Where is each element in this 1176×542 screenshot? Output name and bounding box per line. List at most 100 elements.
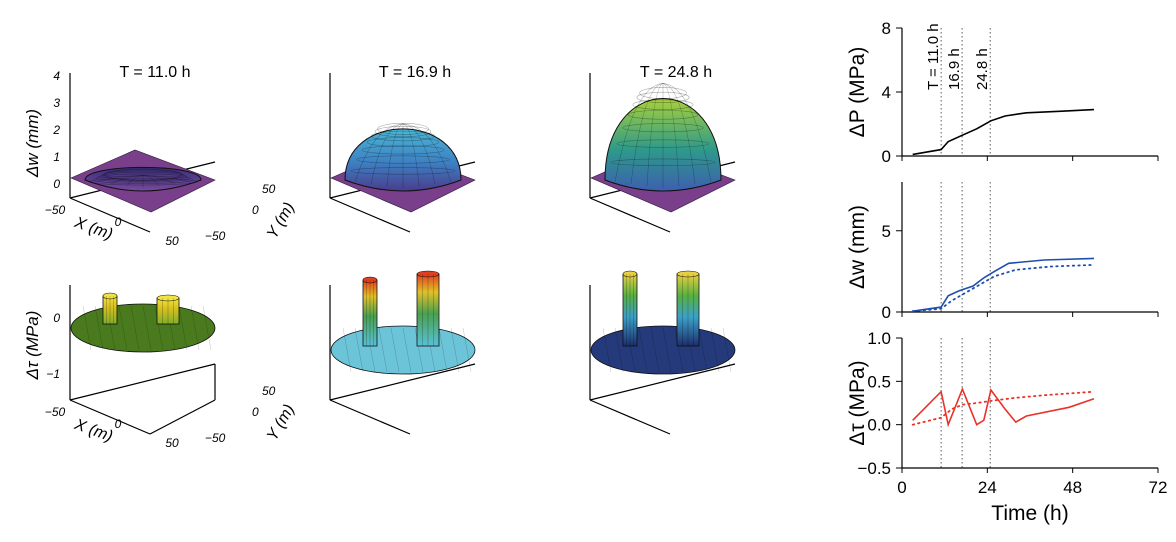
svg-text:0: 0 <box>53 311 60 325</box>
mesh-ring <box>627 109 699 120</box>
mesh-ring <box>632 99 694 110</box>
y-tick-label: 0.5 <box>867 372 891 391</box>
stress-discs <box>70 270 736 375</box>
dome-surface <box>604 98 722 192</box>
dome-surfaces <box>70 83 736 213</box>
title-t169: T = 16.9 h <box>379 64 451 81</box>
stress-column <box>622 270 638 347</box>
svg-text:1: 1 <box>53 150 60 164</box>
mesh-ring <box>636 91 690 103</box>
series-solid <box>912 386 1095 428</box>
x-ticks-row2: −50 0 50 <box>45 405 179 450</box>
svg-text:−1: −1 <box>46 367 60 381</box>
y-ticks-row2: 50 0 −50 <box>205 384 276 445</box>
dtau-box-3 <box>589 285 736 435</box>
stress-column <box>102 292 118 325</box>
disc-mesh <box>342 327 352 373</box>
y-tick-label: 5 <box>882 222 891 241</box>
stress-disc-3 <box>590 270 736 375</box>
mesh-meridian <box>354 123 404 183</box>
stress-column <box>362 276 378 347</box>
column-top <box>622 270 638 278</box>
svg-text:50: 50 <box>262 182 276 196</box>
mesh-meridian <box>402 123 436 185</box>
svg-text:50: 50 <box>165 234 179 248</box>
disc-mesh <box>402 327 412 373</box>
chart-3: 1.0 0.5 0.0 −0.5 0 24 48 72 Time (h) Δτ (MPa) <box>846 329 1167 525</box>
disc-mesh <box>662 327 672 373</box>
mesh-ring <box>610 158 716 167</box>
disc-mesh <box>202 305 212 351</box>
y-axis-label: Δτ (MPa) <box>846 360 869 445</box>
mesh-meridian <box>614 83 664 183</box>
disc-mesh <box>614 327 624 373</box>
dome-surface <box>84 166 202 192</box>
column-top <box>676 270 700 278</box>
y-tick-label: 8 <box>882 19 891 38</box>
mesh-meridian <box>142 174 176 185</box>
mesh-meridian <box>94 174 144 183</box>
series-dotted <box>911 264 1095 313</box>
dome-surface <box>344 128 462 192</box>
time-marker-label: 16.9 h <box>946 48 963 90</box>
svg-text:0: 0 <box>115 417 122 431</box>
mesh-ring <box>356 155 450 164</box>
mesh-ring <box>96 173 190 183</box>
disc-plane <box>330 325 476 375</box>
disc-mesh <box>154 305 164 351</box>
column-top <box>102 292 118 300</box>
mesh-ring <box>366 137 440 147</box>
mesh-ring <box>377 123 429 135</box>
dome-1 <box>70 149 216 213</box>
svg-text:0: 0 <box>252 405 259 419</box>
disc-mesh <box>674 327 684 373</box>
y-label-row2: Y (m) <box>264 402 298 444</box>
mesh-ring <box>104 168 182 181</box>
mesh-ring <box>616 139 710 148</box>
svg-text:0: 0 <box>252 203 259 217</box>
mesh-meridian <box>126 174 144 187</box>
disc-mesh <box>698 327 708 373</box>
stress-column <box>676 270 700 347</box>
y-label-row1: Y (m) <box>264 200 298 242</box>
column-top <box>362 276 378 284</box>
disc-mesh <box>462 327 472 373</box>
mesh-meridian <box>646 83 664 187</box>
mesh-ring <box>622 123 704 133</box>
svg-text:−50: −50 <box>205 229 226 243</box>
svg-text:0: 0 <box>115 215 122 229</box>
stress-disc-1 <box>70 292 216 353</box>
title-t248: T = 24.8 h <box>640 64 712 81</box>
x-tick-label: 24 <box>978 478 997 497</box>
dtau-ticks-1: 0 −1 <box>46 311 60 381</box>
dome-2 <box>330 123 476 213</box>
disc-mesh <box>602 327 612 373</box>
disc-plane <box>590 325 736 375</box>
series-solid <box>912 257 1095 312</box>
dome-3 <box>590 83 736 213</box>
column-top <box>156 294 180 302</box>
disc-mesh <box>378 327 388 373</box>
x-tick-label: 48 <box>1063 478 1082 497</box>
mesh-ring <box>371 130 435 142</box>
column-top <box>416 270 440 278</box>
title-t110: T = 11.0 h <box>119 64 190 81</box>
panels-3d: T = 11.0 h T = 16.9 h T = 24.8 h Δw (mm)… <box>23 64 736 450</box>
disc-plane <box>70 303 216 353</box>
mesh-ring <box>103 169 183 181</box>
svg-text:−50: −50 <box>45 405 66 419</box>
svg-text:−50: −50 <box>205 431 226 445</box>
mesh-meridian <box>662 83 712 183</box>
disc-mesh <box>82 305 92 351</box>
disc-mesh <box>438 327 448 373</box>
mesh-ring <box>639 87 687 100</box>
y-tick-label: 0 <box>882 303 891 322</box>
y-tick-label: 0.0 <box>867 416 891 435</box>
x-label-row2: X (m) <box>71 416 115 446</box>
stress-column <box>416 270 440 347</box>
mesh-ring <box>88 178 198 186</box>
dtau-box-2 <box>329 285 476 435</box>
y-tick-label: −0.5 <box>857 459 891 478</box>
